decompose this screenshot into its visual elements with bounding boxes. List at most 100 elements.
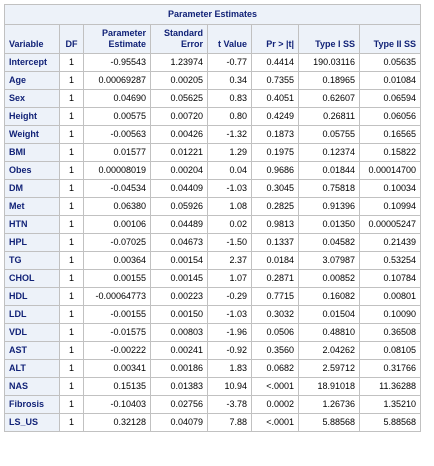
cell-type2-ss: 0.08105 <box>359 341 421 360</box>
cell-estimate: 0.00106 <box>83 215 151 234</box>
cell-type1-ss: 0.05755 <box>298 125 360 144</box>
cell-estimate: 0.00155 <box>83 269 151 288</box>
cell-type2-ss: 1.35210 <box>359 395 421 414</box>
cell-type2-ss: 0.01084 <box>359 71 421 90</box>
cell-pvalue: 0.1975 <box>251 143 299 162</box>
cell-df: 1 <box>59 413 84 432</box>
cell-type1-ss: 0.12374 <box>298 143 360 162</box>
cell-estimate: 0.15135 <box>83 377 151 396</box>
cell-stderr: 0.00154 <box>150 251 208 270</box>
cell-stderr: 0.00150 <box>150 305 208 324</box>
cell-type1-ss: 190.03116 <box>298 53 360 72</box>
cell-estimate: 0.00341 <box>83 359 151 378</box>
cell-type1-ss: 0.26811 <box>298 107 360 126</box>
cell-variable: DM <box>4 179 60 198</box>
cell-variable: HTN <box>4 215 60 234</box>
table-row: Sex 1 0.04690 0.05625 0.83 0.4051 0.62607 0.065… <box>4 89 421 108</box>
cell-tvalue: 1.29 <box>207 143 252 162</box>
cell-estimate: 0.00364 <box>83 251 151 270</box>
cell-pvalue: <.0001 <box>251 413 299 432</box>
table-row: Weight 1 -0.00563 0.00426 -1.32 0.1873 0.05755… <box>4 125 421 144</box>
cell-stderr: 0.00720 <box>150 107 208 126</box>
cell-variable: NAS <box>4 377 60 396</box>
parameter-estimates-table: Parameter Estimates Variable DF Paramete… <box>4 4 421 432</box>
cell-stderr: 0.04673 <box>150 233 208 252</box>
cell-stderr: 1.23974 <box>150 53 208 72</box>
cell-type1-ss: 0.91396 <box>298 197 360 216</box>
cell-type2-ss: 0.31766 <box>359 359 421 378</box>
cell-type1-ss: 0.16082 <box>298 287 360 306</box>
cell-pvalue: 0.3560 <box>251 341 299 360</box>
cell-type1-ss: 0.01350 <box>298 215 360 234</box>
cell-variable: CHOL <box>4 269 60 288</box>
cell-df: 1 <box>59 269 84 288</box>
cell-tvalue: -1.32 <box>207 125 252 144</box>
table-row: HPL 1 -0.07025 0.04673 -1.50 0.1337 0.04582 0.2… <box>4 233 421 252</box>
cell-type2-ss: 0.10784 <box>359 269 421 288</box>
cell-estimate: -0.00064773 <box>83 287 151 306</box>
cell-tvalue: -0.92 <box>207 341 252 360</box>
cell-estimate: -0.07025 <box>83 233 151 252</box>
cell-pvalue: 0.9686 <box>251 161 299 180</box>
col-header-type1-ss: Type I SS <box>298 24 360 54</box>
cell-variable: Met <box>4 197 60 216</box>
cell-pvalue: 0.0002 <box>251 395 299 414</box>
cell-variable: BMI <box>4 143 60 162</box>
cell-pvalue: 0.1873 <box>251 125 299 144</box>
cell-pvalue: 0.1337 <box>251 233 299 252</box>
cell-estimate: -0.04534 <box>83 179 151 198</box>
cell-pvalue: 0.0184 <box>251 251 299 270</box>
cell-estimate: 0.06380 <box>83 197 151 216</box>
cell-stderr: 0.01221 <box>150 143 208 162</box>
table-row: LS_US 1 0.32128 0.04079 7.88 <.0001 5.88568 5.8… <box>4 413 421 432</box>
cell-df: 1 <box>59 377 84 396</box>
cell-pvalue: 0.0506 <box>251 323 299 342</box>
cell-estimate: -0.95543 <box>83 53 151 72</box>
cell-pvalue: 0.2825 <box>251 197 299 216</box>
cell-tvalue: -0.77 <box>207 53 252 72</box>
cell-type1-ss: 2.59712 <box>298 359 360 378</box>
cell-df: 1 <box>59 341 84 360</box>
col-header-estimate: Parameter Estimate <box>83 24 151 54</box>
cell-variable: HDL <box>4 287 60 306</box>
cell-estimate: -0.01575 <box>83 323 151 342</box>
table-row: TG 1 0.00364 0.00154 2.37 0.0184 3.07987 0.5325… <box>4 251 421 270</box>
col-header-pvalue: Pr > |t| <box>251 24 299 54</box>
cell-df: 1 <box>59 215 84 234</box>
table-row: Obes 1 0.00008019 0.00204 0.04 0.9686 0.01844 0… <box>4 161 421 180</box>
cell-estimate: -0.00563 <box>83 125 151 144</box>
cell-tvalue: 10.94 <box>207 377 252 396</box>
cell-df: 1 <box>59 287 84 306</box>
table-row: NAS 1 0.15135 0.01383 10.94 <.0001 18.91018 11.… <box>4 377 421 396</box>
cell-estimate: 0.01577 <box>83 143 151 162</box>
cell-estimate: 0.00575 <box>83 107 151 126</box>
cell-stderr: 0.00241 <box>150 341 208 360</box>
cell-estimate: -0.00155 <box>83 305 151 324</box>
cell-variable: AST <box>4 341 60 360</box>
cell-variable: Obes <box>4 161 60 180</box>
cell-variable: Height <box>4 107 60 126</box>
table-row: Age 1 0.00069287 0.00205 0.34 0.7355 0.18965 0.… <box>4 71 421 90</box>
col-header-variable: Variable <box>4 24 60 54</box>
cell-pvalue: 0.9813 <box>251 215 299 234</box>
cell-type2-ss: 0.05635 <box>359 53 421 72</box>
cell-estimate: 0.04690 <box>83 89 151 108</box>
cell-estimate: -0.10403 <box>83 395 151 414</box>
cell-tvalue: 1.08 <box>207 197 252 216</box>
cell-type2-ss: 0.06594 <box>359 89 421 108</box>
col-header-stderr: Standard Error <box>150 24 208 54</box>
cell-type2-ss: 0.15822 <box>359 143 421 162</box>
cell-df: 1 <box>59 161 84 180</box>
cell-type2-ss: 0.16565 <box>359 125 421 144</box>
column-header-row: Variable DF Parameter Estimate Standard … <box>4 24 421 54</box>
cell-df: 1 <box>59 395 84 414</box>
cell-variable: HPL <box>4 233 60 252</box>
table-row: Fibrosis 1 -0.10403 0.02756 -3.78 0.0002 1.267… <box>4 395 421 414</box>
table-row: Met 1 0.06380 0.05926 1.08 0.2825 0.91396 0.109… <box>4 197 421 216</box>
cell-estimate: 0.00008019 <box>83 161 151 180</box>
cell-stderr: 0.00204 <box>150 161 208 180</box>
cell-variable: Age <box>4 71 60 90</box>
cell-tvalue: -1.03 <box>207 305 252 324</box>
cell-tvalue: -1.96 <box>207 323 252 342</box>
cell-type2-ss: 5.88568 <box>359 413 421 432</box>
